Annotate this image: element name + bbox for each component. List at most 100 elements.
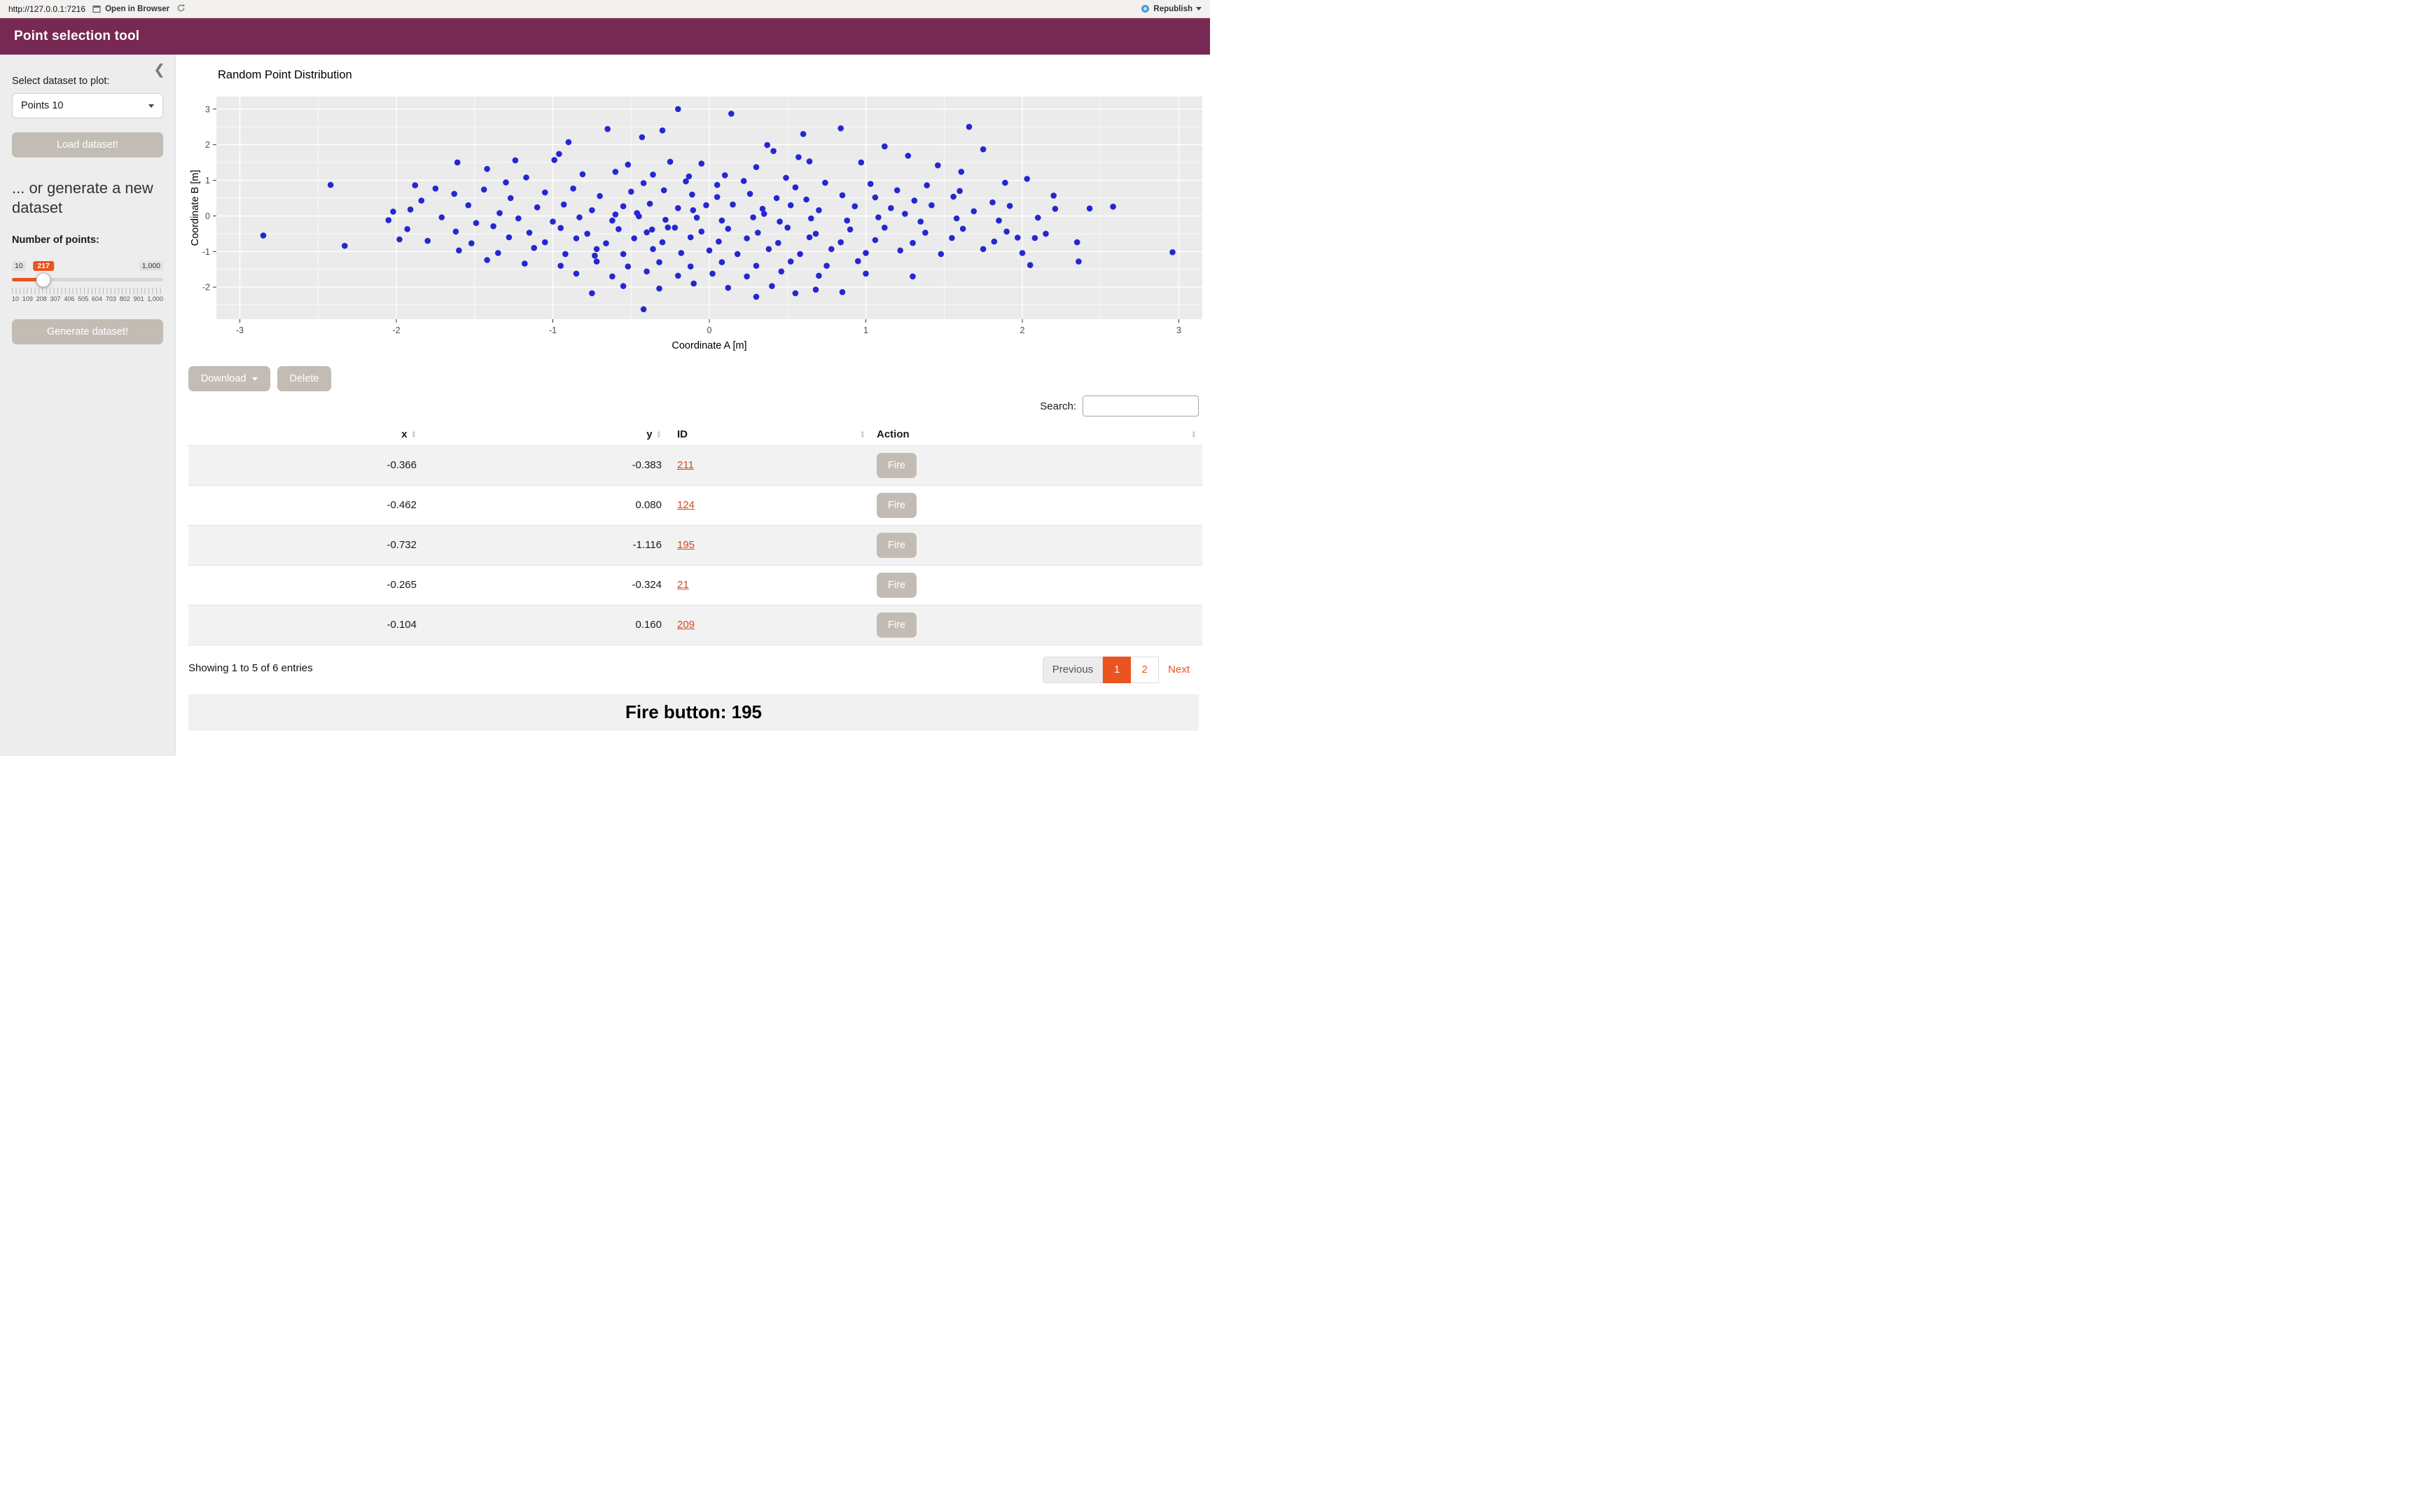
id-link[interactable]: 195	[677, 539, 695, 551]
cell-x: -0.104	[387, 619, 417, 631]
cell-action: Fire	[871, 565, 1202, 605]
column-header-action[interactable]: Action ▲ ▼	[877, 428, 1197, 440]
svg-text:2: 2	[205, 140, 210, 150]
pagination-page-2[interactable]: 2	[1131, 656, 1160, 683]
svg-text:0: 0	[205, 211, 210, 221]
ruler-tick-label: 307	[50, 295, 61, 303]
svg-text:Coordinate A [m]: Coordinate A [m]	[672, 340, 746, 351]
reload-button[interactable]	[176, 4, 186, 15]
chevron-down-icon	[1196, 7, 1202, 10]
table-toolbar: Download Delete	[188, 366, 1199, 391]
svg-text:1: 1	[205, 176, 210, 186]
search-row: Search:	[188, 396, 1199, 416]
id-link[interactable]: 209	[677, 619, 695, 631]
fire-button[interactable]: Fire	[877, 532, 917, 558]
cell-action: Fire	[871, 525, 1202, 565]
cell-x: -0.366	[387, 459, 417, 471]
ruler-tick-label: 1,000	[147, 295, 163, 303]
generate-heading: ... or generate a new dataset	[12, 179, 153, 217]
pagination-previous[interactable]: Previous	[1042, 656, 1104, 683]
svg-text:-2: -2	[392, 326, 400, 335]
pagination: Previous 1 2 Next	[1042, 656, 1199, 683]
id-link[interactable]: 211	[677, 459, 694, 471]
column-header-x[interactable]: x ▲ ▼	[401, 428, 417, 440]
dataset-select-value: Points 10	[21, 100, 64, 111]
svg-text:Coordinate B [m]: Coordinate B [m]	[190, 170, 201, 246]
svg-text:-3: -3	[236, 326, 244, 335]
cell-y: -1.116	[632, 539, 662, 551]
cell-y: -0.383	[632, 459, 662, 471]
ruler-tick-label: 406	[64, 295, 75, 303]
table-row: -0.732 -1.116 195 Fire	[188, 525, 1202, 565]
svg-text:-1: -1	[202, 247, 210, 257]
table-info: Showing 1 to 5 of 6 entries	[188, 662, 313, 674]
svg-text:-1: -1	[549, 326, 557, 335]
table-row: -0.366 -0.383 211 Fire	[188, 445, 1202, 485]
dataset-select[interactable]: Points 10	[12, 93, 163, 118]
number-of-points-label: Number of points:	[12, 234, 99, 246]
cell-y: -0.324	[632, 579, 662, 591]
cell-x: -0.732	[387, 539, 417, 551]
open-in-browser-button[interactable]: Open in Browser	[92, 5, 169, 13]
plot-title: Random Point Distribution	[218, 69, 352, 81]
republish-icon	[1141, 5, 1150, 13]
download-label: Download	[201, 373, 246, 384]
id-link[interactable]: 124	[677, 499, 695, 511]
url-text: http://127.0.0.1:7216	[8, 4, 86, 14]
main-content: Random Point Distribution -3 -2 -1 0 1 2 3 -2 -1…	[176, 55, 1210, 756]
browser-window-icon	[92, 5, 101, 13]
chevron-down-icon	[251, 377, 258, 381]
browser-bar: http://127.0.0.1:7216 Open in Browser Re…	[0, 0, 1210, 18]
sidebar-collapse-button[interactable]: ❮	[153, 62, 165, 78]
id-link[interactable]: 21	[677, 579, 689, 591]
reload-icon	[177, 4, 186, 11]
cell-x: -0.462	[387, 499, 417, 511]
svg-text:3: 3	[1176, 326, 1181, 335]
sidebar: ❮ Select dataset to plot: Points 10 Load…	[0, 55, 176, 756]
fire-button[interactable]: Fire	[877, 612, 917, 638]
points-slider[interactable]: 10 217 1,000 10 109 208 307 406 505 604 …	[12, 261, 163, 302]
column-header-id[interactable]: ID ▲ ▼	[677, 428, 865, 440]
ruler-tick-label: 901	[133, 295, 144, 303]
slider-handle[interactable]	[36, 272, 51, 288]
ruler-tick-label: 109	[22, 295, 33, 303]
cell-action: Fire	[871, 485, 1202, 525]
ruler-tick-label: 505	[78, 295, 89, 303]
table-header-row: x ▲ ▼ y ▲ ▼ ID ▲ ▼	[188, 424, 1202, 445]
search-input[interactable]	[1083, 396, 1199, 416]
slider-ruler-labels: 10 109 208 307 406 505 604 703 802 901 1…	[12, 295, 163, 302]
ruler-tick-label: 703	[105, 295, 116, 303]
open-in-browser-label: Open in Browser	[105, 4, 170, 13]
chevron-down-icon	[148, 104, 154, 108]
points-table: x ▲ ▼ y ▲ ▼ ID ▲ ▼	[188, 424, 1202, 645]
cell-action: Fire	[871, 445, 1202, 485]
sort-icon: ▲ ▼	[1190, 428, 1197, 440]
fire-button[interactable]: Fire	[877, 452, 917, 478]
sort-icon: ▲ ▼	[410, 428, 417, 440]
generate-dataset-button[interactable]: Generate dataset!	[12, 319, 163, 345]
table-row: -0.104 0.160 209 Fire	[188, 605, 1202, 645]
fire-button[interactable]: Fire	[877, 492, 917, 518]
slider-track[interactable]	[12, 272, 163, 288]
ruler-tick-label: 208	[36, 295, 47, 303]
download-button[interactable]: Download	[188, 366, 270, 391]
delete-button[interactable]: Delete	[277, 366, 332, 391]
sort-icon: ▲ ▼	[859, 428, 865, 440]
ruler-tick-label: 604	[92, 295, 103, 303]
republish-button[interactable]: Republish	[1141, 4, 1202, 13]
pagination-page-1[interactable]: 1	[1103, 656, 1132, 683]
svg-text:3: 3	[205, 104, 210, 114]
fire-button[interactable]: Fire	[877, 572, 917, 598]
pagination-next[interactable]: Next	[1168, 664, 1190, 676]
svg-text:-2: -2	[202, 283, 210, 293]
table-row: -0.265 -0.324 21 Fire	[188, 565, 1202, 605]
table-row: -0.462 0.080 124 Fire	[188, 485, 1202, 525]
cell-id: 211	[672, 445, 871, 485]
scatter-plot: -3 -2 -1 0 1 2 3 -2 -1 0 1 2 3 Coordinate A [m] Coordi…	[190, 97, 1202, 351]
dataset-select-label: Select dataset to plot:	[12, 76, 110, 87]
load-dataset-button[interactable]: Load dataset!	[12, 132, 163, 158]
column-header-y[interactable]: y ▲ ▼	[646, 428, 662, 440]
table-footer: Showing 1 to 5 of 6 entries Previous 1 2…	[188, 656, 1199, 683]
cell-id: 209	[672, 605, 871, 645]
search-label: Search:	[1040, 400, 1076, 412]
